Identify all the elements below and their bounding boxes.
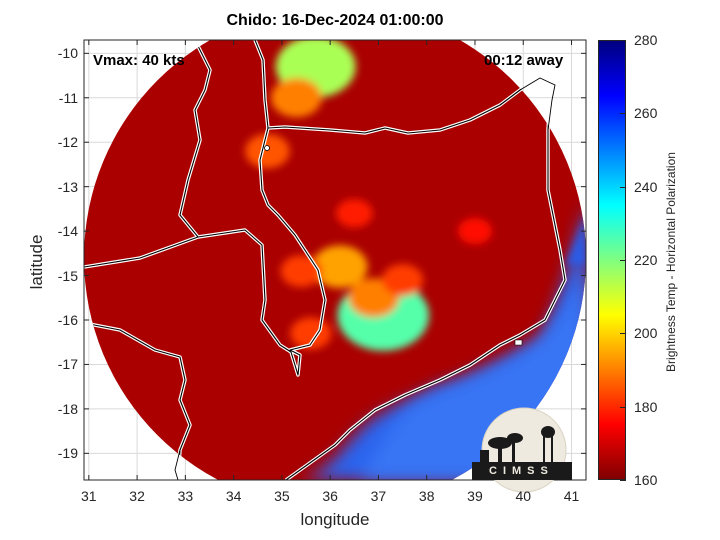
- chart-title: Chido: 16-Dec-2024 01:00:00: [226, 12, 444, 29]
- time-away-annotation: 00:12 away: [484, 52, 564, 69]
- colorbar-tick-mark: [620, 40, 626, 41]
- y-tick-label: -15: [57, 267, 78, 284]
- x-tick-label: 36: [322, 488, 338, 504]
- convective-cell: [280, 255, 322, 288]
- colorbar-tick-mark: [620, 260, 626, 261]
- convective-cell: [271, 78, 322, 118]
- x-tick-label: 40: [515, 488, 532, 504]
- colorbar-tick-mark: [620, 406, 626, 408]
- colorbar-tick-label: 260: [634, 105, 658, 122]
- logo-text: CIMSS: [489, 465, 554, 477]
- x-tick-label: 41: [563, 488, 580, 504]
- colorbar-tick-mark: [620, 186, 626, 188]
- convective-cell: [312, 245, 368, 288]
- convective-cell: [335, 199, 373, 228]
- colorbar-tick-label: 180: [634, 398, 658, 415]
- colorbar-tick-label: 240: [634, 178, 658, 195]
- colorbar-tick-mark: [620, 480, 626, 481]
- colorbar-tick-mark: [620, 333, 626, 335]
- convective-cell: [381, 264, 424, 296]
- x-tick-label: 34: [225, 488, 242, 504]
- y-tick-label: -10: [57, 45, 78, 62]
- vmax-annotation: Vmax: 40 kts: [93, 52, 185, 69]
- y-tick-label: -13: [57, 178, 78, 195]
- x-tick-label: 39: [467, 488, 483, 504]
- cimss-logo: [472, 407, 572, 493]
- x-tick-label: 37: [370, 488, 387, 504]
- y-tick-label: -12: [57, 134, 78, 151]
- convective-cell: [457, 217, 493, 245]
- x-tick-label: 32: [129, 488, 145, 504]
- x-tick-label: 35: [274, 488, 290, 504]
- y-tick-label: -14: [57, 223, 78, 240]
- outer-borders: [174, 77, 556, 480]
- y-tick-label: -16: [57, 312, 78, 328]
- y-tick-label: -11: [58, 89, 78, 106]
- x-axis-label: longitude: [300, 510, 370, 529]
- x-tick-label: 31: [81, 488, 97, 504]
- colorbar-label: Brightness Temp - Horizontal Polarizatio…: [664, 152, 678, 372]
- x-tick-label: 33: [177, 488, 194, 504]
- colorbar-tick-label: 220: [634, 252, 658, 268]
- y-tick-label: -19: [57, 445, 78, 462]
- colorbar-tick-label: 200: [634, 325, 658, 342]
- colorbar-tick-label: 160: [634, 472, 658, 488]
- colorbar-tick-mark: [620, 113, 626, 115]
- convective-cell: [244, 133, 290, 169]
- x-tick-label: 38: [418, 488, 435, 504]
- colorbar-tick-label: 280: [634, 32, 658, 48]
- y-tick-label: -17: [57, 356, 78, 373]
- y-tick-label: -18: [57, 400, 78, 417]
- y-axis-label: latitude: [27, 234, 46, 290]
- axes-frame: [83, 39, 587, 481]
